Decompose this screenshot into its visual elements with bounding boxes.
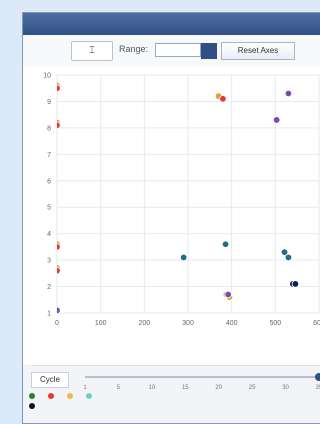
window-titlebar	[23, 13, 320, 35]
cycle-slider[interactable]: 15101520253035	[75, 366, 320, 392]
scatter-point[interactable]	[221, 240, 230, 248]
scatter-point[interactable]	[224, 290, 232, 299]
slider-tick-label: 1	[83, 385, 87, 391]
slider-handle[interactable]	[315, 373, 320, 381]
cycle-label: Cycle	[31, 372, 69, 388]
scatter-point[interactable]	[291, 280, 300, 288]
x-tick-label: 300	[182, 320, 194, 327]
slider-tick-label: 35	[316, 385, 320, 391]
scatter-point[interactable]	[272, 116, 281, 124]
cursor-icon: ⌶	[89, 45, 95, 56]
scatter-point[interactable]	[219, 95, 227, 103]
x-tick-label: 200	[138, 320, 150, 327]
slider-tick-label: 20	[215, 385, 222, 391]
scatter-point[interactable]	[54, 243, 61, 251]
bottom-panel: Cycle 15101520253035	[23, 365, 320, 423]
scatter-point[interactable]	[284, 89, 293, 98]
scatter-point[interactable]	[280, 248, 289, 256]
legend-item[interactable]	[29, 392, 38, 402]
cycle-slider-area: Cycle 15101520253035	[31, 365, 320, 392]
x-tick-label: 0	[55, 320, 59, 327]
legend-swatch	[66, 393, 73, 400]
y-tick-label: 2	[47, 284, 51, 291]
x-tick-label: 100	[95, 320, 107, 327]
data-marks	[54, 81, 300, 314]
legend-swatch	[47, 393, 54, 400]
range-dropdown-button[interactable]	[201, 43, 217, 59]
legend-item[interactable]	[85, 392, 95, 402]
y-tick-label: 3	[47, 258, 51, 265]
y-tick-label: 4	[47, 231, 51, 238]
slider-tick-label: 5	[117, 385, 121, 391]
slider-tick-label: 25	[249, 385, 256, 391]
scatter-chart: 0 100 200 300 400 500 600 1 2 3 4 5 6 7 8 9 10	[43, 73, 320, 328]
y-tick-label: 5	[47, 205, 51, 212]
range-input[interactable]	[155, 43, 201, 57]
scatter-point[interactable]	[54, 266, 61, 275]
slider-tick-label: 15	[182, 385, 189, 391]
app-window: ⌶ Range: Reset Axes 0 100 200 300 400 500 600 1…	[22, 12, 320, 424]
legend-item[interactable]	[66, 392, 76, 402]
x-tick-label: 400	[226, 320, 238, 327]
scatter-point[interactable]	[54, 306, 61, 314]
y-tick-label: 9	[47, 99, 51, 106]
slider-tick-label: 30	[282, 385, 289, 391]
scatter-point[interactable]	[284, 253, 293, 262]
legend-item[interactable]	[47, 392, 57, 402]
y-tick-label: 10	[43, 73, 51, 80]
legend-swatch	[29, 393, 35, 400]
reset-axes-button[interactable]: Reset Axes	[221, 42, 295, 60]
scatter-point[interactable]	[54, 121, 61, 129]
axes: 0 100 200 300 400 500 600 1 2 3 4 5 6 7 8 9 10	[43, 73, 320, 328]
scatter-point[interactable]	[179, 253, 188, 262]
y-tick-label: 8	[47, 125, 51, 132]
range-label: Range:	[119, 44, 149, 54]
legend-swatch	[85, 393, 92, 400]
y-tick-label: 1	[47, 311, 51, 318]
y-tick-label: 6	[47, 178, 51, 185]
select-tool-button[interactable]: ⌶	[71, 41, 113, 61]
x-tick-label: 600	[313, 320, 320, 327]
legend	[29, 392, 320, 422]
slider-tick-label: 10	[149, 385, 156, 391]
legend-item[interactable]	[29, 402, 38, 412]
scatter-plot-panel: 0 100 200 300 400 500 600 1 2 3 4 5 6 7 8 9 10	[23, 67, 320, 365]
x-tick-label: 500	[269, 320, 281, 327]
legend-swatch	[29, 403, 35, 410]
y-tick-label: 7	[47, 152, 51, 159]
scatter-point[interactable]	[54, 84, 61, 92]
chart-toolbar: ⌶ Range: Reset Axes	[23, 35, 320, 68]
